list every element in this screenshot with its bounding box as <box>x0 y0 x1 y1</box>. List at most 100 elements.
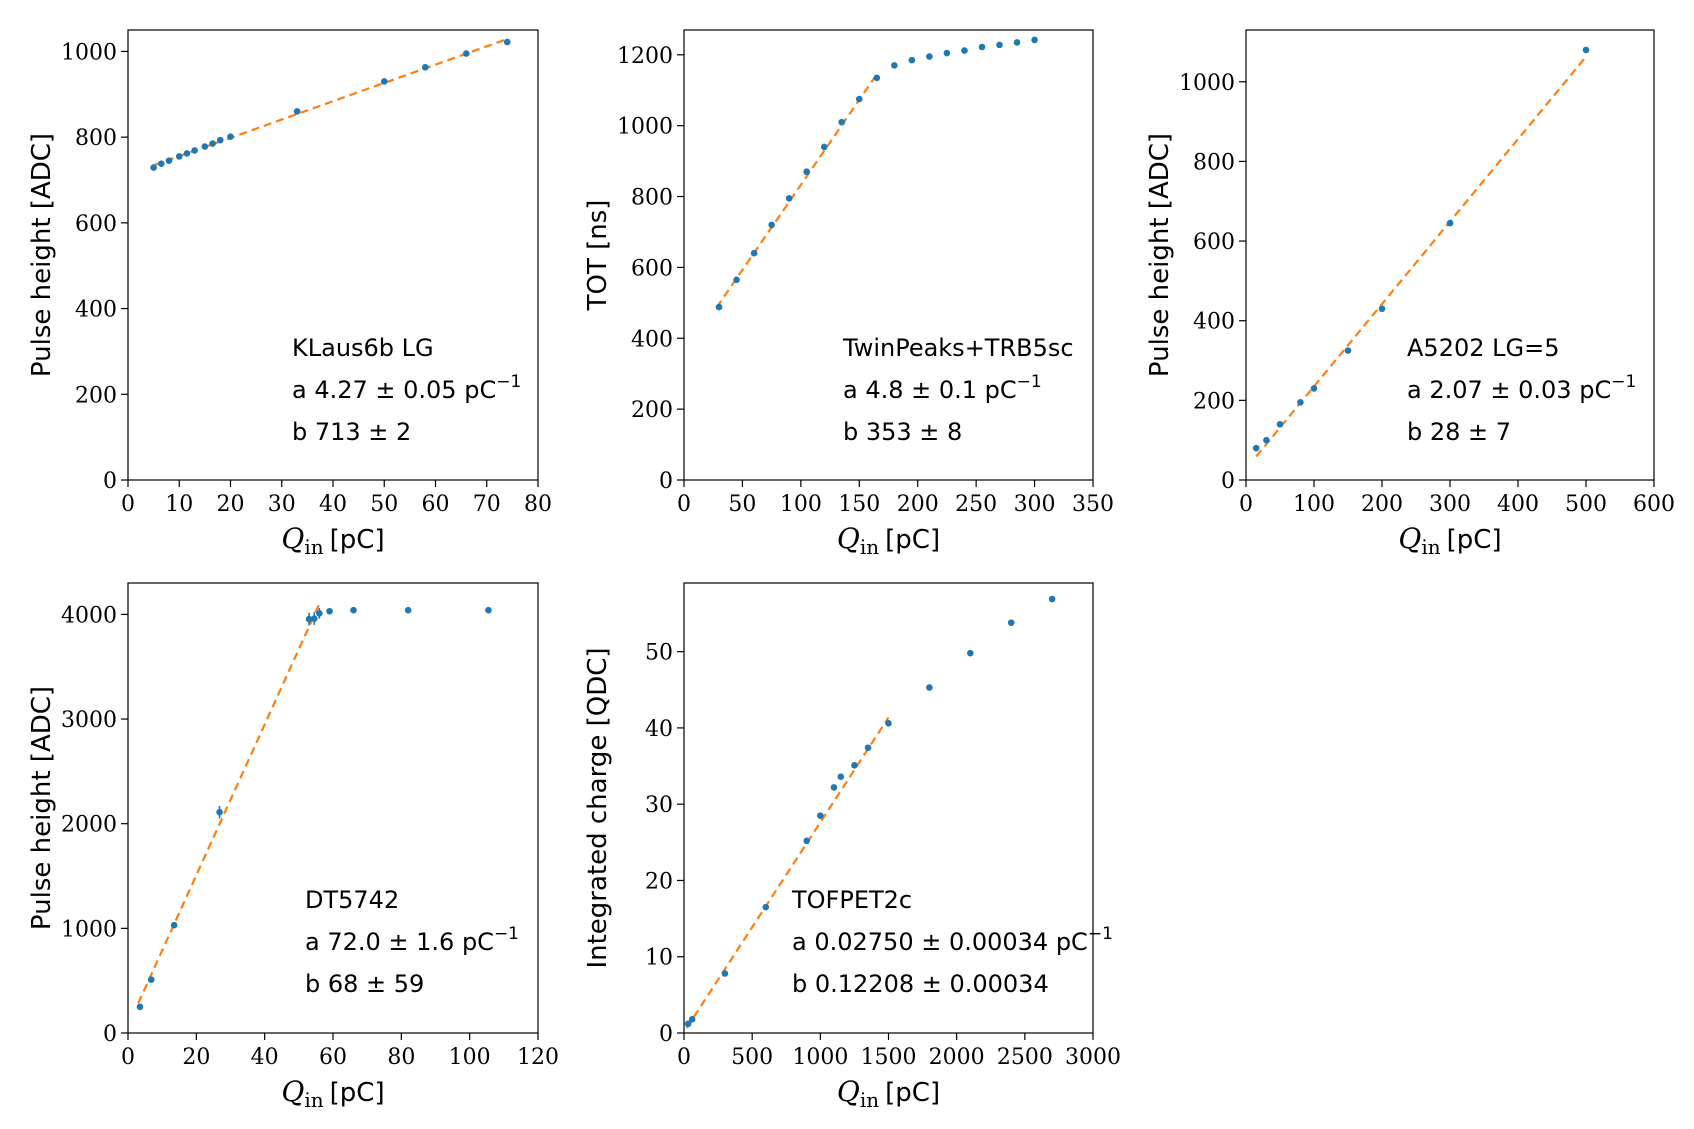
x-axis-label: Qin [pC] <box>1398 522 1501 559</box>
data-point <box>1276 420 1284 428</box>
data-point <box>820 143 828 151</box>
y-tick-label: 400 <box>1193 310 1235 335</box>
y-axis-label: Pulse height [ADC] <box>1145 133 1175 377</box>
x-tick-label: 70 <box>473 492 501 517</box>
data-point <box>978 43 986 51</box>
data-point <box>750 249 758 257</box>
plot-frame <box>127 582 539 1034</box>
y-tick-label: 1000 <box>617 115 673 140</box>
x-tick-label: 20 <box>217 492 245 517</box>
x-tick-label: 0 <box>121 1045 135 1070</box>
data-point <box>165 157 173 165</box>
data-point <box>762 903 770 911</box>
y-tick-label: 1000 <box>61 917 117 942</box>
y-axis-label: Pulse height [ADC] <box>27 133 57 377</box>
x-tick-label: 100 <box>1293 492 1335 517</box>
data-point <box>1378 305 1386 313</box>
x-axis-label: Qin [pC] <box>281 522 384 559</box>
x-tick-label: 0 <box>677 1045 691 1070</box>
data-point <box>191 147 198 154</box>
data-point <box>380 78 388 85</box>
x-tick-label: 400 <box>1497 492 1539 517</box>
x-axis-label: Qin [pC] <box>281 1075 384 1112</box>
data-point <box>785 195 793 202</box>
data-point <box>688 1015 696 1023</box>
data-point <box>136 1003 144 1011</box>
x-tick-label: 120 <box>517 1045 559 1070</box>
data-point <box>227 133 234 141</box>
device-label: TOFPET2c <box>791 886 912 914</box>
x-tick-label: 300 <box>1429 492 1471 517</box>
fit-param-b: b 0.12208 ± 0.00034 <box>792 970 1049 998</box>
y-tick-label: 1200 <box>617 44 673 69</box>
y-tick-label: 1000 <box>61 40 117 65</box>
device-label: TwinPeaks+TRB5sc <box>842 334 1074 362</box>
y-tick-label: 30 <box>645 793 673 818</box>
fit-param-a: a 0.02750 ± 0.00034 pC−1 <box>792 924 1113 956</box>
data-point <box>404 606 412 614</box>
data-point <box>1031 36 1038 44</box>
data-point <box>1297 399 1304 406</box>
x-tick-label: 150 <box>838 492 880 517</box>
data-point <box>961 47 968 54</box>
device-label: DT5742 <box>305 886 399 914</box>
data-point <box>855 95 863 103</box>
data-point <box>485 606 492 614</box>
x-tick-label: 3000 <box>1065 1045 1121 1070</box>
fit-line <box>685 716 890 1029</box>
x-tick-label: 80 <box>524 492 552 517</box>
y-tick-label: 600 <box>75 212 117 237</box>
data-point <box>462 50 470 57</box>
x-tick-label: 1500 <box>861 1045 917 1070</box>
data-point <box>684 1020 692 1028</box>
plot-frame <box>1245 29 1655 481</box>
x-axis-label: Qin [pC] <box>837 1075 940 1112</box>
data-point <box>216 136 224 144</box>
data-point <box>803 837 810 845</box>
fit-param-a: a 72.0 ± 1.6 pC−1 <box>305 924 519 956</box>
data-point <box>830 784 838 791</box>
fit-param-a: a 4.8 ± 0.1 pC−1 <box>843 372 1042 404</box>
data-point <box>310 615 318 622</box>
x-tick-label: 50 <box>370 492 398 517</box>
y-tick-label: 200 <box>631 398 673 423</box>
y-tick-label: 400 <box>75 298 117 323</box>
data-point <box>1252 444 1260 452</box>
y-axis-label: Pulse height [ADC] <box>27 686 57 930</box>
data-point <box>421 63 429 71</box>
data-point <box>967 649 974 657</box>
y-tick-label: 50 <box>645 641 673 666</box>
data-point <box>817 812 824 819</box>
data-point <box>1446 219 1454 227</box>
data-point <box>326 607 333 615</box>
data-point <box>721 970 729 977</box>
data-point <box>1007 619 1015 626</box>
x-axis-label: Qin [pC] <box>837 522 940 559</box>
x-tick-label: 0 <box>677 492 691 517</box>
y-tick-label: 200 <box>75 383 117 408</box>
data-point <box>837 773 845 781</box>
chart-panel-2: 0 200 400 600 800 1000 1200 0 50 100 150 200 250 300 3… <box>583 29 1114 559</box>
y-tick-label: 20 <box>645 869 673 894</box>
fit-line <box>137 603 321 1004</box>
data-point <box>175 153 183 160</box>
x-tick-label: 600 <box>1633 492 1675 517</box>
x-tick-label: 300 <box>1014 492 1056 517</box>
chart-panel-4: 0 1000 2000 3000 4000 0 20 40 60 80 100 120 Qin [pC] P… <box>27 582 559 1112</box>
fit-param-b: b 353 ± 8 <box>843 418 962 446</box>
data-point <box>715 303 723 311</box>
plot-frame <box>127 29 539 481</box>
data-point <box>216 808 223 816</box>
x-tick-label: 1000 <box>792 1045 848 1070</box>
x-tick-label: 60 <box>422 492 450 517</box>
fit-line <box>1255 55 1587 458</box>
y-tick-label: 800 <box>1193 150 1235 175</box>
data-point <box>1582 46 1590 54</box>
data-point <box>838 118 846 126</box>
data-point <box>150 164 157 171</box>
data-point <box>851 761 858 769</box>
x-tick-label: 200 <box>1361 492 1403 517</box>
data-point <box>503 38 511 46</box>
data-point <box>885 720 892 727</box>
